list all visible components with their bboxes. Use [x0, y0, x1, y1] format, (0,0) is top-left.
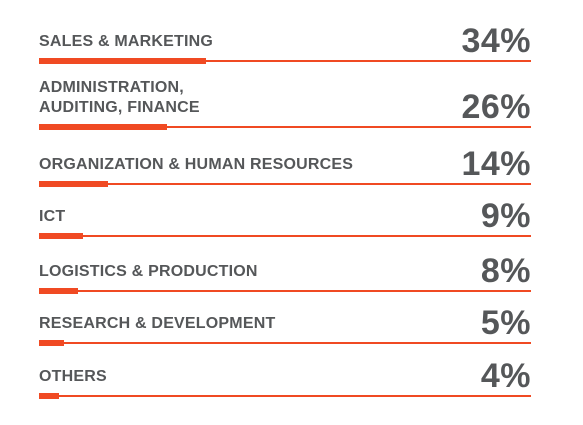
- bar-baseline: [39, 290, 531, 292]
- value-label: 5%: [480, 304, 531, 342]
- category-label: SALES & MARKETING: [39, 33, 214, 50]
- chart-row: OTHERS 4%: [39, 347, 531, 399]
- value-label: 34%: [461, 22, 531, 60]
- category-label: ORGANIZATION & HUMAN RESOURCES: [39, 156, 354, 173]
- bar-baseline: [39, 60, 531, 62]
- bar-baseline: [39, 183, 531, 185]
- bar: [39, 340, 64, 346]
- bar: [39, 233, 83, 239]
- value-label: 8%: [480, 252, 531, 290]
- bar-baseline: [39, 395, 531, 397]
- category-label: OTHERS: [39, 368, 107, 385]
- bar: [39, 288, 78, 294]
- chart-row: ORGANIZATION & HUMAN RESOURCES 14%: [39, 135, 531, 187]
- value-label: 9%: [480, 197, 531, 235]
- category-label: RESEARCH & DEVELOPMENT: [39, 315, 276, 332]
- bar-baseline: [39, 235, 531, 237]
- value-label: 26%: [461, 88, 531, 126]
- chart-row: RESEARCH & DEVELOPMENT 5%: [39, 294, 531, 346]
- chart-row: LOGISTICS & PRODUCTION 8%: [39, 242, 531, 294]
- bar: [39, 124, 167, 130]
- category-label: ADMINISTRATION, AUDITING, FINANCE: [39, 79, 200, 116]
- bar: [39, 393, 59, 399]
- category-label: LOGISTICS & PRODUCTION: [39, 263, 258, 280]
- bar: [39, 181, 108, 187]
- bar-baseline: [39, 342, 531, 344]
- value-label: 14%: [461, 145, 531, 183]
- value-label: 4%: [480, 357, 531, 395]
- chart-row: ADMINISTRATION, AUDITING, FINANCE 26%: [39, 78, 531, 130]
- bar: [39, 58, 206, 64]
- category-label: ICT: [39, 208, 66, 225]
- bar-baseline: [39, 126, 531, 128]
- chart-row: SALES & MARKETING 34%: [39, 12, 531, 64]
- chart-row: ICT 9%: [39, 187, 531, 239]
